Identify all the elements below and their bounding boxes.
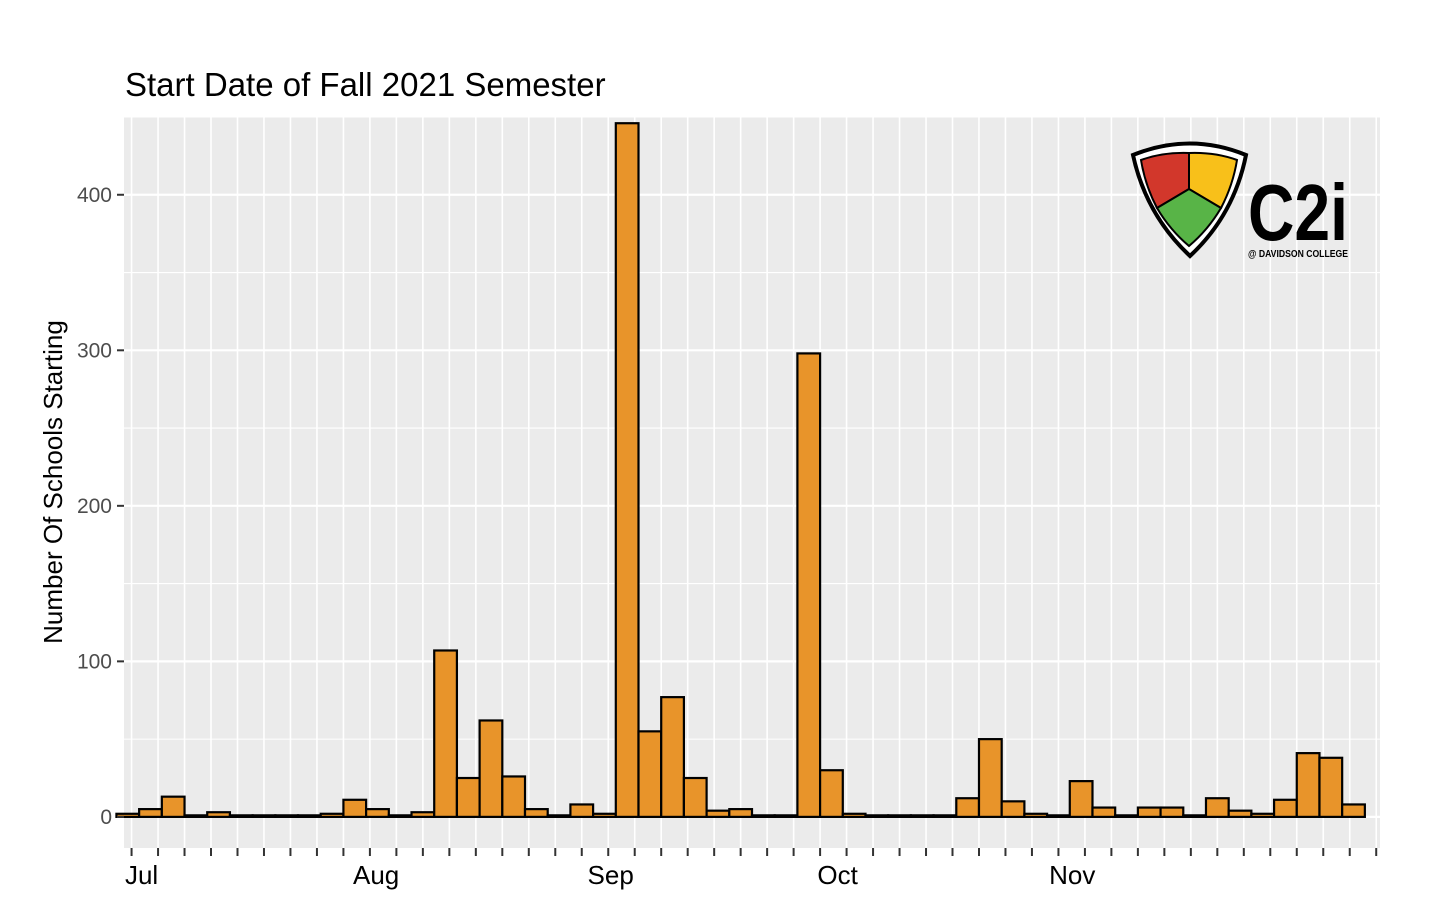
y-tick-label: 300	[77, 339, 112, 362]
x-tick-label: Sep	[588, 860, 634, 890]
bar	[251, 814, 277, 818]
bar	[592, 812, 617, 818]
bar	[909, 814, 935, 818]
logo-segment-green	[1155, 187, 1223, 248]
bar	[864, 814, 890, 818]
bar	[1295, 752, 1321, 818]
bar	[728, 808, 754, 818]
bar	[841, 812, 867, 818]
bar	[365, 808, 390, 818]
y-tick-label: 0	[100, 806, 112, 829]
x-tick-label: Aug	[353, 860, 399, 890]
y-tick-label: 400	[77, 184, 112, 207]
bar	[1272, 798, 1298, 818]
plot-panel	[124, 117, 1380, 848]
logo-segment-yellow	[1188, 151, 1239, 210]
bar	[705, 809, 731, 818]
logo-wordmark: C2i	[1248, 168, 1348, 257]
grid-minor	[124, 116, 1380, 740]
bar	[1023, 812, 1049, 818]
bar	[1227, 809, 1253, 818]
bar	[138, 808, 163, 818]
bar	[387, 814, 413, 818]
bar	[1045, 814, 1071, 818]
grid-major	[124, 117, 1380, 848]
bar	[796, 352, 822, 818]
bar	[614, 122, 640, 818]
bar	[637, 730, 663, 818]
x-tick-label: Nov	[1049, 860, 1095, 890]
bar	[319, 812, 345, 818]
chart-title: Start Date of Fall 2021 Semester	[125, 66, 606, 103]
bar	[682, 776, 708, 818]
bar	[546, 814, 572, 818]
bar	[1204, 797, 1230, 818]
bar	[1182, 814, 1208, 818]
bar	[660, 696, 686, 818]
bar	[206, 811, 232, 818]
bar	[1068, 780, 1094, 818]
bar	[818, 769, 844, 818]
bar	[955, 797, 981, 818]
y-axis-label: Number Of Schools Starting	[38, 320, 68, 644]
bar	[1114, 814, 1139, 818]
x-tick-label: Oct	[817, 860, 858, 890]
logo-subtext: @ DAVIDSON COLLEGE	[1248, 249, 1348, 260]
bar	[1250, 812, 1276, 818]
bar	[410, 811, 436, 818]
bar	[455, 776, 481, 818]
logo-segment-red	[1139, 151, 1190, 210]
bar	[1318, 756, 1344, 818]
x-tick-label: Jul	[125, 860, 158, 890]
bar	[1159, 806, 1185, 818]
x-axis: Jul Aug Sep Oct Nov	[125, 848, 1378, 890]
bar	[160, 795, 186, 818]
bar	[1136, 806, 1162, 818]
bar	[501, 775, 527, 818]
y-tick-label: 100	[77, 650, 112, 673]
bar	[750, 814, 776, 818]
bar	[977, 738, 1003, 818]
y-tick-label: 200	[77, 495, 112, 518]
bar	[228, 814, 254, 818]
bar	[887, 814, 912, 818]
bar	[523, 808, 549, 818]
bar	[433, 649, 459, 818]
bar	[1341, 803, 1366, 818]
bar	[932, 814, 958, 818]
bar	[183, 814, 209, 818]
bar	[274, 814, 300, 818]
y-axis: 0 100 200 300 400	[77, 184, 124, 829]
bar	[1091, 806, 1117, 818]
bars	[115, 122, 1366, 818]
bar	[1000, 800, 1026, 818]
bar	[342, 798, 368, 818]
c2i-logo: C2i @ DAVIDSON COLLEGE	[1130, 141, 1348, 260]
bar	[569, 803, 595, 818]
bar	[773, 814, 799, 818]
bar	[478, 719, 504, 818]
bar	[296, 814, 322, 818]
